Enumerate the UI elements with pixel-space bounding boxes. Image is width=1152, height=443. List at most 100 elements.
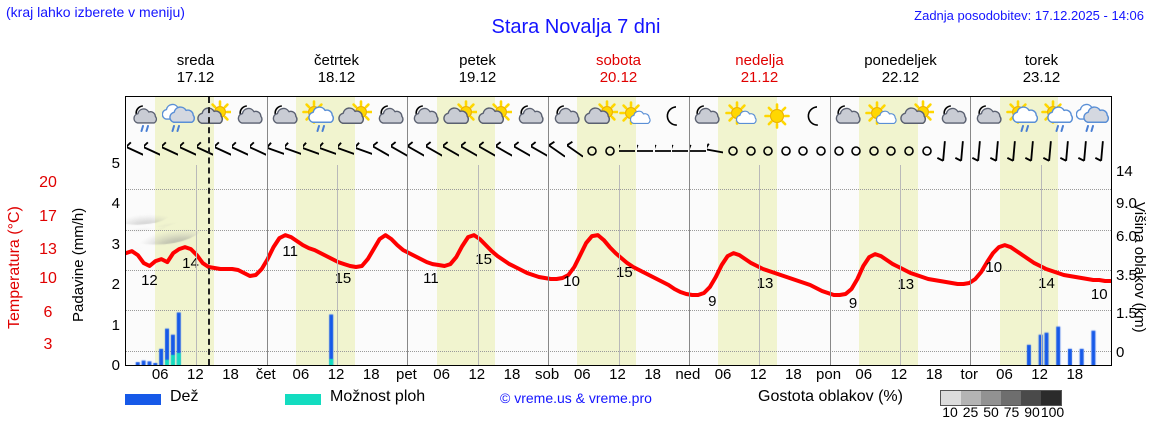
day-date: 18.12 — [317, 69, 356, 86]
temperature-value-label: 9 — [708, 293, 717, 310]
cloud-density-tick: 90 — [1024, 404, 1040, 420]
precipitation-tick: 3 — [111, 235, 120, 253]
sun-cloud-icon — [337, 97, 372, 137]
x-axis-tick-label: 06 — [714, 366, 732, 383]
midday-gridline — [618, 165, 620, 365]
wind-calm-icon — [583, 137, 601, 165]
x-axis-tick-label: pon — [816, 366, 842, 383]
temperature-tick: 17 — [39, 207, 57, 225]
moon-icon — [654, 97, 689, 137]
moon-cloud-icon — [689, 97, 724, 137]
x-axis-labels: 06 12 18 čet 06 12 18 pet 06 12 18 sob 06 12 18 ned 06 12… — [125, 366, 1112, 386]
wind-barb-icon — [372, 137, 390, 165]
wind-calm-icon — [742, 137, 760, 165]
midday-gridline — [899, 165, 901, 365]
x-axis-tick-label: 18 — [785, 366, 802, 383]
wind-barb-icon — [513, 137, 531, 165]
wind-barb-icon — [443, 137, 461, 165]
wind-calm-icon — [865, 137, 883, 165]
temperature-value-label: 13 — [897, 276, 915, 294]
day-header-torek: torek 23.12 — [971, 52, 1112, 88]
midday-gridline — [477, 165, 479, 365]
temperature-value-label: 15 — [475, 251, 492, 269]
day-name: sobota — [595, 52, 642, 69]
wind-barb-icon — [161, 137, 179, 165]
wind-barb-icon — [988, 137, 1006, 165]
moon-cloud-rain-icon — [126, 97, 161, 137]
wind-barb-icon — [390, 137, 408, 165]
day-name: petek — [459, 52, 496, 69]
sun-cloud-icon — [900, 97, 935, 137]
copyright-link[interactable]: © vreme.us & vreme.pro — [500, 390, 652, 406]
day-date: 17.12 — [176, 69, 215, 86]
day-header-nedelja: nedelja 21.12 — [689, 52, 830, 88]
cloud-density-swatch — [981, 391, 1001, 405]
weather-icon-row — [126, 97, 1111, 137]
cloud-density-swatch — [1021, 391, 1041, 405]
sun-cloud-small-icon — [724, 97, 759, 137]
day-separator — [548, 97, 550, 365]
temperature-value-label: 11 — [423, 270, 439, 288]
x-axis-tick-label: 18 — [503, 366, 521, 383]
wind-barb-icon — [619, 137, 637, 165]
wind-barb-icon — [126, 137, 144, 165]
midday-gridline — [759, 165, 761, 365]
temperature-value-label: 12 — [141, 272, 158, 290]
wind-barb-icon — [249, 137, 267, 165]
wind-barb-icon — [707, 137, 725, 165]
day-name: sreda — [176, 52, 215, 69]
day-header-sobota: sobota 20.12 — [548, 52, 689, 88]
x-axis-tick-label: čet — [255, 366, 276, 383]
showers-legend-swatch — [285, 394, 321, 405]
precipitation-axis-title: Padavine (mm/h) — [70, 207, 87, 323]
temperature-tick: 13 — [39, 240, 57, 258]
rain-legend-label: Dež — [170, 388, 199, 405]
wind-barb-icon — [179, 137, 197, 165]
last-update-text: Zadnja posodobitev: 17.12.2025 - 14:06 — [914, 8, 1144, 23]
wind-barb-icon — [671, 137, 689, 165]
cloud-density-tick: 25 — [962, 404, 979, 420]
x-axis-tick-label: 18 — [925, 366, 943, 383]
day-name: četrtek — [313, 52, 359, 69]
temperature-value-label: 13 — [756, 275, 774, 293]
wind-calm-icon — [777, 137, 795, 165]
day-date: 21.12 — [740, 69, 779, 86]
wind-barb-icon — [1076, 137, 1094, 165]
precipitation-tick: 5 — [111, 155, 120, 172]
wind-calm-icon — [883, 137, 901, 165]
wind-barb-icon — [232, 137, 250, 165]
cloud-height-tick: 1.5 — [1116, 305, 1137, 323]
wind-calm-icon — [724, 137, 742, 165]
legend: Dež Možnost ploh © vreme.us & vreme.pro … — [125, 388, 1145, 420]
precipitation-tick: 2 — [111, 276, 120, 294]
temperature-value-label: 11 — [282, 243, 298, 261]
cloud-height-tick: 14 — [1116, 163, 1133, 181]
wind-barb-icon — [935, 137, 953, 165]
cloud-height-tick: 6.0 — [1116, 227, 1137, 245]
cloud-density-tick: 10 — [942, 404, 958, 420]
cloud-rain-icon — [161, 97, 196, 137]
x-axis-tick-label: 12 — [327, 366, 345, 383]
x-axis-tick-label: 12 — [609, 366, 626, 383]
x-axis-tick-label: tor — [960, 366, 979, 383]
temperature-tick: 3 — [43, 335, 53, 353]
sun-cloud-icon — [443, 97, 478, 137]
wind-barb-icon — [302, 137, 320, 165]
wind-calm-icon — [918, 137, 936, 165]
wind-barb-icon — [460, 137, 478, 165]
cloud-rain-icon — [1076, 97, 1111, 137]
wind-barb-row — [126, 137, 1111, 165]
wind-barb-icon — [971, 137, 989, 165]
temperature-value-label: 10 — [1090, 286, 1108, 304]
sun-cloud-icon — [478, 97, 513, 137]
day-separator — [688, 97, 690, 365]
day-separator — [970, 97, 972, 365]
wind-barb-icon — [355, 137, 373, 165]
moon-cloud-icon — [407, 97, 442, 137]
moon-cloud-icon — [267, 97, 302, 137]
cloud-density-legend-bar — [940, 390, 1062, 406]
location-hint: (kraj lahko izberete v meniju) — [6, 4, 185, 20]
day-header-ponedeljek: ponedeljek 22.12 — [830, 52, 971, 88]
x-axis-tick-label: 12 — [749, 366, 767, 383]
x-axis-tick-label: 18 — [644, 366, 662, 383]
